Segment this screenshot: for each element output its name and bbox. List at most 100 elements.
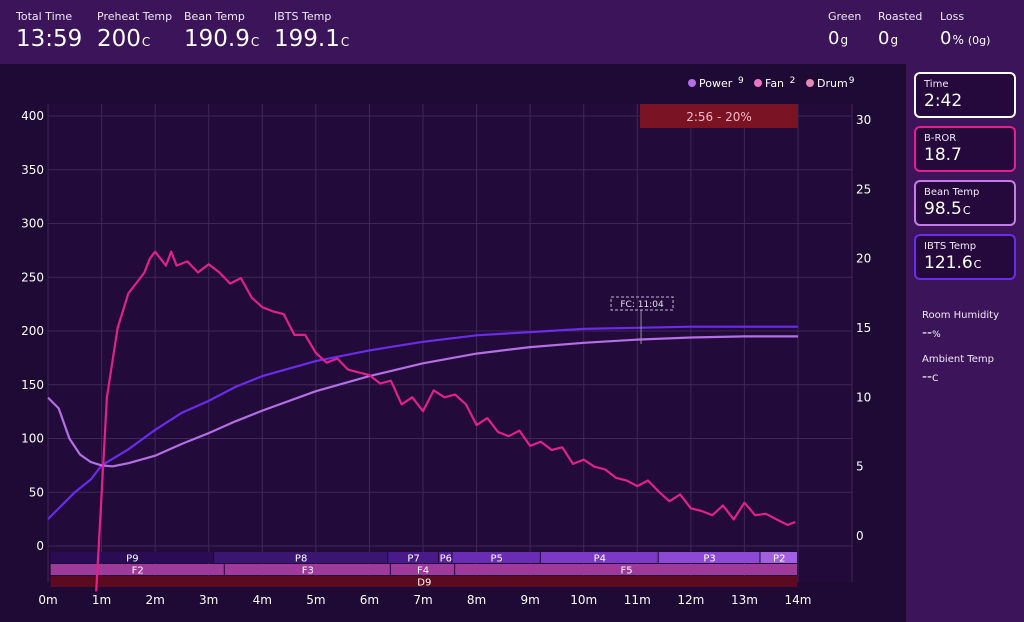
control-band-segment [455,564,797,575]
ibts-temp-card-label: IBTS Temp [924,241,977,252]
bean-temp-label: Bean Temp [184,10,245,23]
legend-label-fan: Fan [765,77,784,90]
ambient-temp-label: Ambient Temp [922,354,994,365]
legend-dot-power [688,79,696,87]
legend-value-power: 9 [738,76,744,86]
roast-chart: 0m 1m 2m 3m 4m 5m 6m 7m 8m 9m 10m 11m 12m 13m 14m 400 35… [21,76,871,607]
y-left-tick-label: 250 [21,270,44,284]
fc-marker-label: FC: 11:04 [620,300,664,310]
y-right-tick-label: 25 [856,182,871,196]
x-tick-label: 14m [785,593,812,607]
control-band-segment [540,552,658,563]
preheat-temp-unit: C [141,35,151,49]
ror-series [95,250,796,592]
ambient-temp-unit: C [932,374,939,384]
ibts-temp-card-unit: C [973,258,982,271]
x-tick-label: 8m [467,593,486,607]
x-tick-label: 11m [624,593,651,607]
total-time-value: 13:59 [16,26,83,52]
x-tick-label: 5m [306,593,325,607]
y-right-tick-label: 10 [856,390,871,404]
loss-stat: Loss 0% (0g) [940,10,990,54]
control-band-segment [50,552,214,563]
control-band-label: P3 [703,554,715,565]
y-right-tick-label: 5 [856,460,864,474]
preheat-temp-label: Preheat Temp [97,10,173,23]
ambient-temp: Ambient Temp --C [922,354,994,385]
x-tick-label: 4m [253,593,272,607]
x-tick-label: 3m [199,593,218,607]
bean-temp-unit: C [250,35,260,49]
control-band-segment [439,552,452,563]
ibts-temp-series [47,325,798,520]
time-card-value: 2:42 [924,91,963,111]
control-band-segment [214,552,388,563]
room-humidity-label: Room Humidity [922,310,999,321]
control-band-label: F4 [417,566,429,577]
roasted-stat: Roasted 0g [878,10,922,53]
room-humidity-unit: % [932,330,941,340]
roasted-label: Roasted [878,10,923,23]
time-card[interactable]: Time 2:42 [914,72,1016,118]
y-left-tick-label: 350 [21,163,44,177]
y-right-tick-label: 15 [856,321,871,335]
x-tick-label: 7m [413,593,432,607]
control-band-label: P2 [773,554,785,565]
x-tick-label: 1m [92,593,111,607]
control-band-segment [50,564,224,575]
bean-temp-stat: Bean Temp 190.9C [184,10,259,55]
room-humidity-value: -- [922,325,933,341]
preheat-temp-stat: Preheat Temp 200C [97,10,172,55]
ibts-temp-card[interactable]: IBTS Temp 121.6C [914,234,1016,280]
x-tick-label: 0m [38,593,57,607]
legend-dot-drum [806,79,814,87]
ibts-temp-label: IBTS Temp [274,10,332,23]
phase-annotation-box [639,104,798,128]
bean-temp-card-unit: C [962,204,971,217]
side-panel: Time 2:42 B-ROR 18.7 Bean Temp 98.5C IBT… [906,64,1024,622]
preheat-temp-value: 200 [97,26,141,52]
ibts-temp-value: 199.1 [274,26,340,52]
y-left-tick-label: 300 [21,217,44,231]
y-left-tick-label: 50 [29,485,44,499]
green-unit: g [840,33,849,47]
legend-label-drum: Drum [817,77,848,90]
control-band-segment [388,552,439,563]
y-right-tick-label: 30 [856,113,871,127]
bean-temp-card-label: Bean Temp [924,187,980,198]
control-band-label: F3 [302,566,314,577]
control-band-segment [658,552,760,563]
legend-dot-fan [754,79,762,87]
control-band-label: D9 [417,578,431,589]
total-time-label: Total Time [16,10,73,23]
header-bar: Total Time 13:59 Preheat Temp 200C Bean … [0,0,1024,64]
green-stat: Green 0g [828,10,861,53]
y-right-tick-label: 0 [856,529,864,543]
b-ror-card-label: B-ROR [924,133,957,144]
ibts-temp-unit: C [340,35,350,49]
y-left-tick-label: 400 [21,109,44,123]
x-tick-label: 2m [145,593,164,607]
time-card-label: Time [924,79,949,90]
roasted-value: 0 [878,28,890,49]
control-band-label: P9 [126,554,138,565]
control-band-segment [390,564,455,575]
control-band-segment [224,564,390,575]
green-value: 0 [828,28,840,49]
y-left-tick-label: 100 [21,432,44,446]
y-left-tick-label: 200 [21,324,44,338]
legend-label-power: Power [699,77,733,90]
legend-value-fan: 2 [790,76,796,86]
x-tick-label: 9m [520,593,539,607]
bean-temp-value: 190.9 [184,26,250,52]
plot-area [48,104,852,582]
bean-temp-card[interactable]: Bean Temp 98.5C [914,180,1016,226]
control-band-segment [452,552,540,563]
total-time-stat: Total Time 13:59 [16,10,82,52]
b-ror-card[interactable]: B-ROR 18.7 [914,126,1016,172]
x-tick-label: 13m [731,593,758,607]
loss-unit: % [952,33,964,47]
control-band-label: P7 [407,554,419,565]
control-band-label: P4 [594,554,606,565]
loss-label: Loss [940,10,965,23]
